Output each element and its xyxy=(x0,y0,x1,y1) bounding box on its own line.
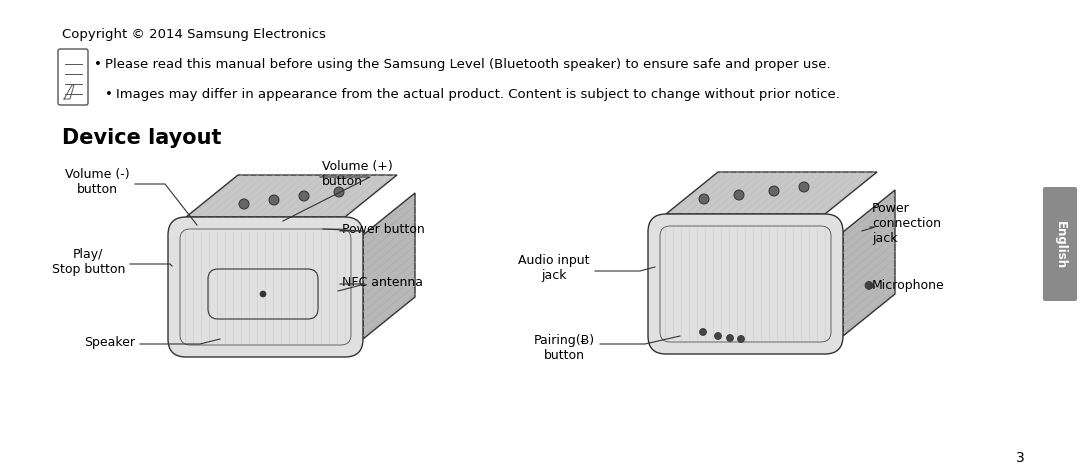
Polygon shape xyxy=(666,173,877,215)
Text: Images may differ in appearance from the actual product. Content is subject to c: Images may differ in appearance from the… xyxy=(116,88,840,101)
FancyBboxPatch shape xyxy=(168,218,363,357)
Text: Audio input
jack: Audio input jack xyxy=(518,253,590,281)
Text: Please read this manual before using the Samsung Level (Bluetooth speaker) to en: Please read this manual before using the… xyxy=(105,58,831,71)
Text: English: English xyxy=(1053,220,1067,268)
Circle shape xyxy=(299,192,309,201)
Polygon shape xyxy=(363,194,415,339)
FancyBboxPatch shape xyxy=(648,215,843,354)
Circle shape xyxy=(260,291,266,298)
Text: Volume (+)
button: Volume (+) button xyxy=(322,159,393,188)
Circle shape xyxy=(738,336,744,343)
Text: Device layout: Device layout xyxy=(62,128,221,148)
Text: Power button: Power button xyxy=(342,223,424,236)
Circle shape xyxy=(269,196,279,206)
Text: Play/
Stop button: Play/ Stop button xyxy=(52,248,125,276)
Text: Speaker: Speaker xyxy=(84,336,135,349)
Text: 3: 3 xyxy=(1015,450,1024,464)
Text: •: • xyxy=(94,58,102,71)
Circle shape xyxy=(865,282,873,290)
Text: Copyright © 2014 Samsung Electronics: Copyright © 2014 Samsung Electronics xyxy=(62,28,326,41)
FancyBboxPatch shape xyxy=(1043,188,1077,301)
Text: •: • xyxy=(105,88,113,101)
Circle shape xyxy=(734,190,744,200)
Circle shape xyxy=(715,333,721,340)
Text: NFC antenna: NFC antenna xyxy=(342,276,423,289)
Circle shape xyxy=(769,187,779,197)
Circle shape xyxy=(799,183,809,193)
Circle shape xyxy=(239,199,249,209)
Circle shape xyxy=(699,195,708,205)
Text: Volume (-)
button: Volume (-) button xyxy=(66,168,130,196)
Circle shape xyxy=(727,335,733,342)
Circle shape xyxy=(700,329,706,336)
Text: Pairing(Ƀ)
button: Pairing(Ƀ) button xyxy=(534,333,595,361)
Polygon shape xyxy=(186,176,397,218)
Circle shape xyxy=(334,188,345,198)
Text: Microphone: Microphone xyxy=(872,279,945,292)
Polygon shape xyxy=(843,190,895,336)
Text: Power
connection
jack: Power connection jack xyxy=(872,202,941,245)
